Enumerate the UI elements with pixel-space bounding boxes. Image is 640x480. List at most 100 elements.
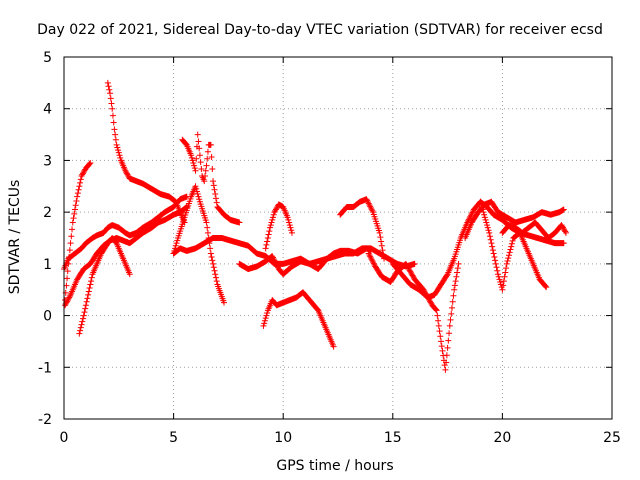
data-point bbox=[194, 131, 201, 138]
data-point bbox=[86, 160, 93, 167]
y-tick-label: 0 bbox=[43, 309, 52, 325]
data-point bbox=[190, 160, 197, 167]
data-point bbox=[196, 145, 203, 152]
chart-title: Day 022 of 2021, Sidereal Day-to-day VTE… bbox=[37, 22, 603, 38]
series-arc6 bbox=[170, 183, 228, 306]
data-point bbox=[487, 236, 494, 243]
data-point bbox=[265, 231, 272, 238]
data-point bbox=[212, 271, 219, 278]
data-point bbox=[66, 247, 73, 254]
data-point bbox=[479, 206, 486, 213]
data-point bbox=[378, 242, 385, 249]
data-point bbox=[207, 250, 214, 257]
data-point bbox=[500, 278, 507, 285]
data-point bbox=[104, 79, 111, 86]
data-point bbox=[489, 243, 496, 250]
data-point bbox=[506, 249, 513, 256]
data-point bbox=[467, 213, 474, 220]
data-point bbox=[443, 359, 450, 366]
data-point bbox=[367, 203, 374, 210]
data-point bbox=[446, 330, 453, 337]
data-point bbox=[126, 271, 133, 278]
data-point bbox=[435, 317, 442, 324]
data-point bbox=[209, 166, 216, 173]
data-point bbox=[202, 167, 209, 174]
data-point bbox=[502, 269, 509, 276]
data-point bbox=[82, 302, 89, 309]
data-point bbox=[193, 188, 200, 195]
data-point bbox=[560, 240, 567, 247]
data-point bbox=[542, 283, 549, 290]
data-point bbox=[191, 162, 198, 169]
data-point bbox=[446, 322, 453, 329]
data-point bbox=[74, 190, 81, 197]
data-point bbox=[410, 273, 417, 280]
data-point bbox=[478, 203, 485, 210]
data-point bbox=[109, 112, 116, 119]
data-point bbox=[409, 272, 416, 279]
data-point bbox=[453, 273, 460, 280]
data-point bbox=[203, 162, 210, 169]
data-point bbox=[272, 206, 279, 213]
data-point bbox=[405, 266, 412, 273]
data-point bbox=[84, 295, 91, 302]
data-point bbox=[107, 90, 114, 97]
data-point bbox=[364, 197, 371, 204]
data-point bbox=[83, 298, 90, 305]
data-point bbox=[78, 321, 85, 328]
data-point bbox=[115, 149, 122, 156]
data-point bbox=[269, 214, 276, 221]
data-point bbox=[110, 119, 117, 126]
series-arc2 bbox=[61, 193, 190, 273]
data-point bbox=[66, 293, 73, 300]
data-point bbox=[264, 235, 271, 241]
data-point bbox=[466, 215, 473, 222]
data-point bbox=[501, 273, 508, 280]
data-point bbox=[210, 182, 217, 189]
data-point bbox=[204, 148, 211, 155]
data-point bbox=[269, 216, 276, 223]
data-point bbox=[273, 205, 280, 212]
data-point bbox=[402, 260, 409, 267]
data-point bbox=[64, 297, 71, 304]
data-point bbox=[212, 191, 219, 198]
data-point bbox=[365, 250, 372, 257]
data-point bbox=[196, 196, 203, 203]
data-point bbox=[366, 251, 373, 258]
data-point bbox=[261, 320, 268, 327]
data-point bbox=[288, 229, 295, 236]
data-point bbox=[488, 240, 495, 247]
y-tick-label: -1 bbox=[38, 360, 52, 376]
data-point bbox=[262, 315, 269, 322]
data-point bbox=[492, 257, 499, 264]
data-point bbox=[478, 201, 485, 208]
data-point bbox=[369, 207, 376, 214]
data-point bbox=[72, 202, 79, 209]
data-point bbox=[377, 234, 384, 241]
data-point bbox=[79, 318, 86, 325]
data-point bbox=[115, 147, 122, 154]
data-point bbox=[543, 284, 550, 291]
data-point bbox=[274, 263, 281, 270]
data-point bbox=[78, 172, 85, 179]
data-point bbox=[432, 306, 439, 313]
data-point bbox=[442, 366, 449, 373]
data-point bbox=[270, 211, 277, 218]
data-point bbox=[465, 216, 472, 223]
data-point bbox=[203, 219, 210, 226]
data-point bbox=[406, 267, 413, 274]
data-point bbox=[371, 262, 378, 269]
data-point bbox=[447, 316, 454, 323]
data-point bbox=[273, 261, 280, 268]
data-point bbox=[264, 238, 271, 245]
data-point bbox=[71, 210, 78, 217]
data-point bbox=[260, 322, 267, 329]
data-point bbox=[80, 169, 87, 176]
series-arc1 bbox=[62, 160, 94, 304]
data-point bbox=[469, 209, 476, 216]
y-tick-label: -2 bbox=[38, 412, 52, 428]
data-point bbox=[364, 199, 371, 206]
data-point bbox=[77, 324, 84, 331]
x-tick-label: 5 bbox=[169, 430, 178, 446]
data-point bbox=[212, 274, 219, 281]
